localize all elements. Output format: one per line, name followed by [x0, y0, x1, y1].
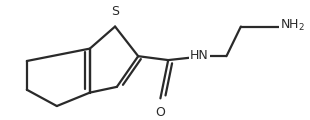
- Text: S: S: [111, 5, 119, 18]
- Text: O: O: [156, 106, 165, 119]
- Text: HN: HN: [190, 48, 209, 62]
- Text: NH$_2$: NH$_2$: [280, 18, 305, 33]
